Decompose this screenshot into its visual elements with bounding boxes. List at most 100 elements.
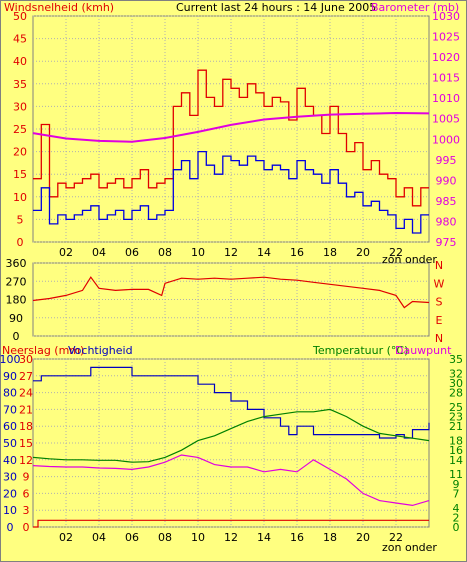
wind-x-tick-label: 12 bbox=[224, 246, 238, 259]
climate-x-tick-label: 14 bbox=[257, 531, 271, 544]
wind-direction-series bbox=[32, 276, 430, 309]
dewpoint-series bbox=[32, 454, 430, 507]
barometer-tick-label: 980 bbox=[436, 215, 457, 228]
direction-grid bbox=[33, 262, 429, 337]
humidity-tick-label: 80 bbox=[3, 387, 17, 400]
chart-title: Current last 24 hours : 14 June 2005 bbox=[176, 1, 376, 14]
climate-x-tick-label: 10 bbox=[191, 531, 205, 544]
temperature-tick-label: 32 bbox=[449, 367, 463, 380]
rain-tick-label: 30 bbox=[19, 353, 33, 366]
humidity-axis-title: Vochtigheid bbox=[68, 344, 133, 357]
temperature-tick-label: 2 bbox=[453, 511, 460, 524]
compass-label: W bbox=[434, 277, 445, 290]
wind-gust-series bbox=[33, 69, 429, 207]
temperature-tick-label: 7 bbox=[453, 487, 460, 500]
direction-tick-label: 90 bbox=[9, 312, 23, 325]
series-layer bbox=[32, 69, 430, 528]
wind-tick-label: 40 bbox=[13, 55, 27, 68]
temperature-tick-label: 0 bbox=[453, 521, 460, 534]
wind-tick-label: 50 bbox=[13, 10, 27, 23]
rain-tick-label: 9 bbox=[23, 471, 30, 484]
rain-tick-label: 0 bbox=[23, 521, 30, 534]
climate-x-tick-label: 04 bbox=[92, 531, 106, 544]
direction-tick-label: 180 bbox=[6, 294, 27, 307]
climate-x-tick-label: 22 bbox=[389, 531, 403, 544]
rain-axis-title: Neerslag (mm) bbox=[2, 344, 84, 357]
climate-x-tick-label: 20 bbox=[356, 531, 370, 544]
wind-x-tick-label: 22 bbox=[389, 246, 403, 259]
temperature-tick-label: 35 bbox=[449, 353, 463, 366]
climate-x-tick-label: 02 bbox=[59, 531, 73, 544]
wind-tick-label: 35 bbox=[13, 78, 27, 91]
compass-label: S bbox=[436, 296, 443, 309]
wind-x-tick-label: 06 bbox=[125, 246, 139, 259]
wind-tick-label: 25 bbox=[13, 123, 27, 136]
barometer-axis-title: Barometer (mb) bbox=[371, 1, 459, 14]
wind-grid bbox=[33, 15, 429, 243]
barometer-tick-label: 985 bbox=[436, 195, 457, 208]
barometer-tick-label: 1030 bbox=[432, 10, 460, 23]
barometer-tick-label: 1000 bbox=[432, 133, 460, 146]
compass-label: N bbox=[435, 332, 443, 345]
rain-tick-label: 18 bbox=[19, 420, 33, 433]
barometer-tick-label: 1005 bbox=[432, 113, 460, 126]
temperature-tick-label: 18 bbox=[449, 435, 463, 448]
temperature-tick-label: 4 bbox=[453, 502, 460, 515]
wind-tick-label: 10 bbox=[13, 191, 27, 204]
climate-grid bbox=[33, 358, 429, 528]
rain-tick-label: 27 bbox=[19, 370, 33, 383]
temperature-tick-label: 9 bbox=[453, 478, 460, 491]
humidity-tick-label: 30 bbox=[3, 471, 17, 484]
climate-x-tick-label: 12 bbox=[224, 531, 238, 544]
tick-label-layer: 0510152025303540455097598098599099510001… bbox=[0, 10, 463, 544]
wind-x-tick-label: 16 bbox=[290, 246, 304, 259]
climate-x-tick-label: 06 bbox=[125, 531, 139, 544]
humidity-tick-label: 90 bbox=[3, 370, 17, 383]
wind-x-tick-label: 18 bbox=[323, 246, 337, 259]
humidity-tick-label: 40 bbox=[3, 454, 17, 467]
barometer-series bbox=[32, 111, 430, 143]
humidity-tick-label: 20 bbox=[3, 487, 17, 500]
barometer-tick-label: 1015 bbox=[432, 72, 460, 85]
wind-axis-title: Windsnelheid (kmh) bbox=[4, 1, 114, 14]
rain-tick-label: 15 bbox=[19, 437, 33, 450]
wind-x-tick-label: 04 bbox=[92, 246, 106, 259]
temperature-tick-label: 16 bbox=[449, 444, 463, 457]
humidity-tick-label: 0 bbox=[7, 521, 14, 534]
barometer-tick-label: 1020 bbox=[432, 51, 460, 64]
barometer-tick-label: 990 bbox=[436, 174, 457, 187]
climate-x-tick-label: 08 bbox=[158, 531, 172, 544]
rain-tick-label: 24 bbox=[19, 387, 33, 400]
rain-tick-label: 21 bbox=[19, 403, 33, 416]
dewpoint-axis-title: Dauwpunt bbox=[395, 344, 452, 357]
rain-tick-label: 12 bbox=[19, 454, 33, 467]
wind-x-tick-label: 14 bbox=[257, 246, 271, 259]
direction-tick-label: 360 bbox=[6, 257, 27, 270]
temperature-tick-label: 14 bbox=[449, 454, 463, 467]
wind-tick-label: 0 bbox=[17, 236, 24, 249]
wind-x-tick-label: 02 bbox=[59, 246, 73, 259]
direction-tick-label: 0 bbox=[13, 330, 20, 343]
climate-x-tick-label: 18 bbox=[323, 531, 337, 544]
temperature-axis-title: Temperatuur (°C) bbox=[312, 344, 408, 357]
wind-tick-label: 20 bbox=[13, 146, 27, 159]
temperature-tick-label: 30 bbox=[449, 377, 463, 390]
humidity-tick-label: 60 bbox=[3, 420, 17, 433]
temperature-tick-label: 11 bbox=[449, 468, 463, 481]
temperature-tick-label: 21 bbox=[449, 420, 463, 433]
barometer-tick-label: 995 bbox=[436, 154, 457, 167]
wind-tick-label: 30 bbox=[13, 100, 27, 113]
barometer-tick-label: 975 bbox=[436, 236, 457, 249]
humidity-tick-label: 100 bbox=[0, 353, 21, 366]
wind-x-tick-label: 20 bbox=[356, 246, 370, 259]
temperature-series bbox=[32, 408, 430, 463]
humidity-tick-label: 50 bbox=[3, 437, 17, 450]
wind-tick-label: 15 bbox=[13, 168, 27, 181]
temperature-tick-label: 25 bbox=[449, 401, 463, 414]
direction-tick-label: 270 bbox=[6, 275, 27, 288]
sunset-label-bottom: zon onder bbox=[382, 541, 437, 554]
humidity-tick-label: 70 bbox=[3, 403, 17, 416]
wind-tick-label: 45 bbox=[13, 33, 27, 46]
